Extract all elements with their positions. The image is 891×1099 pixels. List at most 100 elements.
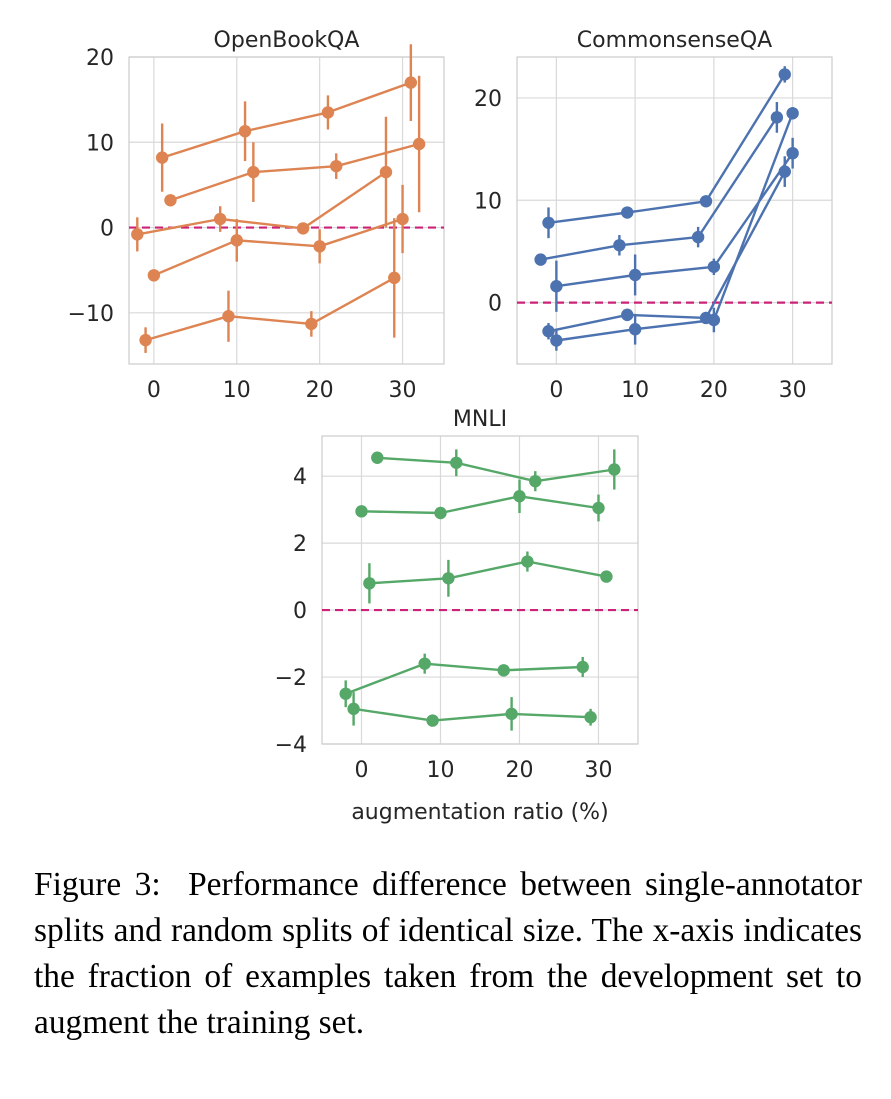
- mnli-data-point: [339, 687, 352, 700]
- openbookqa-data-point: [213, 212, 227, 226]
- commonsenseqa-ytick-label: 0: [488, 292, 502, 317]
- openbookqa-panel: −10 0 10 20 0 10 20 30 OpenBookQA: [68, 28, 445, 403]
- mnli-series-3: [363, 551, 613, 604]
- mnli-data-point: [529, 474, 542, 488]
- commonsenseqa-data-point: [550, 334, 563, 347]
- openbookqa-ytick-label: 20: [86, 46, 114, 71]
- commonsenseqa-series-3-line: [556, 152, 794, 288]
- mnli-data-point: [363, 577, 376, 590]
- openbookqa-data-point: [147, 269, 161, 282]
- mnli-series-1: [371, 449, 621, 492]
- mnli-data-point: [497, 664, 510, 677]
- mnli-data-point: [450, 456, 463, 469]
- mnli-axes-frame: [321, 435, 639, 745]
- openbookqa-data-point: [222, 310, 235, 323]
- openbookqa-series-4: [147, 184, 409, 282]
- openbookqa-data-point: [396, 212, 409, 226]
- commonsenseqa-series-1-line: [548, 73, 786, 224]
- commonsenseqa-xtick-label: 0: [549, 378, 563, 403]
- commonsenseqa-series-2: [534, 102, 784, 266]
- openbookqa-data-point: [139, 333, 152, 347]
- commonsenseqa-data-point: [613, 239, 626, 252]
- mnli-data-point: [442, 572, 455, 585]
- openbookqa-series-3-line: [137, 171, 387, 236]
- openbookqa-ytick-label: 0: [100, 217, 114, 242]
- commonsenseqa-series-5-line: [556, 112, 794, 342]
- openbookqa-data-point: [330, 159, 343, 173]
- commonsenseqa-axes-frame: [516, 56, 833, 365]
- mnli-plot-area: [322, 436, 638, 744]
- openbookqa-xtick-label: 30: [389, 378, 417, 403]
- mnli-ytick-label: 2: [293, 532, 307, 557]
- mnli-xtick-label: 20: [506, 758, 534, 783]
- mnli-data-point: [584, 711, 597, 724]
- mnli-series-2: [355, 479, 605, 522]
- commonsenseqa-xtick-label: 30: [779, 378, 807, 403]
- mnli-series-1-line: [377, 456, 615, 483]
- openbookqa-series-5: [139, 218, 401, 353]
- openbookqa-ytick-label: 10: [86, 131, 114, 156]
- commonsenseqa-ytick-label: 20: [474, 87, 502, 112]
- mnli-panel: −4 −2 0 2 4 0 10 20 30 MNLI augmentation ratio (%): [275, 407, 639, 825]
- commonsenseqa-data-point: [786, 146, 799, 160]
- mnli-ytick-label: −2: [275, 666, 307, 691]
- commonsenseqa-data-point: [542, 325, 555, 338]
- openbookqa-data-point: [379, 165, 393, 179]
- openbookqa-data-point: [247, 165, 260, 179]
- mnli-series-5: [347, 692, 597, 731]
- commonsenseqa-data-point: [699, 195, 713, 208]
- mnli-data-point: [513, 490, 526, 503]
- commonsenseqa-series-4-line: [548, 171, 786, 333]
- commonsenseqa-series-3: [550, 137, 799, 312]
- openbookqa-xtick-label: 20: [306, 378, 334, 403]
- commonsenseqa-series-1: [542, 66, 791, 239]
- openbookqa-series-5-line: [145, 276, 395, 342]
- commonsenseqa-ytick-label: 10: [474, 189, 502, 214]
- commonsenseqa-plot-area: [517, 57, 832, 364]
- openbookqa-series-3: [131, 116, 393, 252]
- commonsenseqa-data-point: [770, 111, 784, 124]
- openbookqa-data-point: [131, 228, 144, 241]
- commonsenseqa-series-2-line: [540, 116, 778, 261]
- openbookqa-series-1: [155, 44, 418, 192]
- openbookqa-data-point: [296, 222, 310, 235]
- commonsenseqa-data-point: [550, 280, 563, 293]
- commonsenseqa-data-point: [707, 313, 721, 327]
- openbookqa-series-1-line: [161, 81, 412, 159]
- commonsenseqa-data-point: [621, 308, 634, 322]
- openbookqa-data-point: [321, 106, 335, 119]
- mnli-data-point: [505, 707, 518, 721]
- openbookqa-panel-title: OpenBookQA: [214, 28, 360, 53]
- openbookqa-series-4-line: [153, 217, 403, 277]
- mnli-data-point: [434, 506, 447, 520]
- mnli-data-point: [347, 702, 360, 716]
- commonsenseqa-data-point: [786, 107, 799, 120]
- openbookqa-data-point: [164, 194, 177, 207]
- openbookqa-data-point: [305, 317, 318, 331]
- openbookqa-axes-frame: [128, 56, 445, 365]
- openbookqa-plot-area: [129, 57, 444, 364]
- commonsenseqa-xtick-label: 10: [621, 378, 649, 403]
- mnli-xtick-label: 10: [427, 758, 455, 783]
- commonsenseqa-data-point: [542, 216, 555, 229]
- mnli-series-4: [339, 653, 589, 708]
- openbookqa-series-2-line: [170, 142, 420, 202]
- mnli-data-point: [426, 714, 439, 727]
- commonsenseqa-data-point: [621, 206, 634, 219]
- mnli-xtick-label: 0: [355, 758, 369, 783]
- openbookqa-data-point: [404, 76, 418, 89]
- commonsenseqa-panel: 0 10 20 0 10 20 30 CommonsenseQA: [474, 28, 833, 403]
- mnli-data-point: [418, 657, 431, 670]
- openbookqa-xtick-label: 0: [147, 378, 161, 403]
- openbookqa-ytick-label: −10: [68, 302, 114, 327]
- openbookqa-data-point: [412, 137, 426, 151]
- mnli-ytick-label: −4: [275, 733, 307, 758]
- mnli-data-point: [521, 555, 534, 568]
- mnli-data-point: [608, 463, 621, 476]
- commonsenseqa-data-point: [707, 260, 721, 273]
- openbookqa-data-point: [313, 240, 326, 253]
- mnli-data-point: [371, 451, 384, 464]
- mnli-ytick-label: 0: [293, 599, 307, 624]
- openbookqa-xtick-label: 10: [223, 378, 251, 403]
- mnli-data-point: [592, 501, 605, 515]
